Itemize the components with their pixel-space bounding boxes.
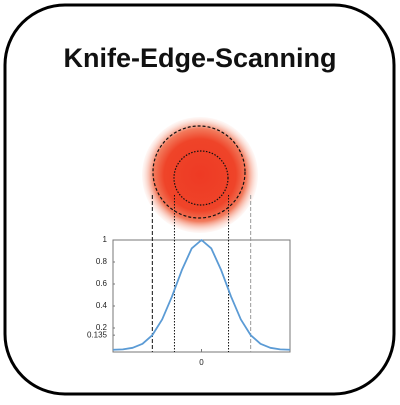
- y-tick-label: 0.6: [96, 279, 108, 288]
- profile-curve: [112, 239, 291, 351]
- beam-spot: [142, 117, 258, 233]
- y-tick-label: 1: [103, 235, 108, 244]
- y-tick-label: 0.135: [87, 330, 108, 339]
- title: Knife-Edge-Scanning: [63, 43, 336, 73]
- y-tick-label: 0.4: [96, 301, 108, 310]
- outer-radius-circle: [152, 125, 246, 219]
- x-tick-label: 0: [199, 358, 204, 367]
- y-tick-label: 0.2: [96, 323, 108, 332]
- y-tick-label: 0.8: [96, 257, 108, 266]
- inner-radius-circle: [173, 150, 229, 206]
